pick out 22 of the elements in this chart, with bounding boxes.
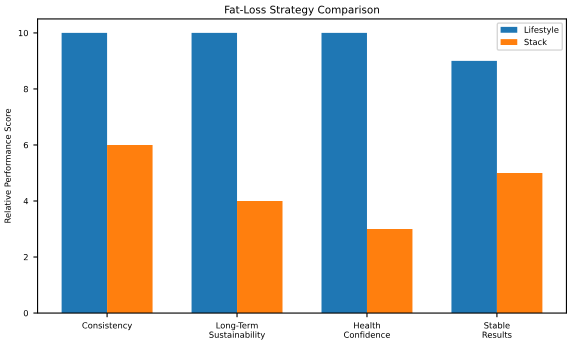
y-tick-label: 0 (24, 310, 28, 316)
x-tick-label: Consistency (82, 322, 132, 330)
bar (451, 60, 497, 314)
bar (192, 32, 238, 314)
x-tick-label: Long-Term Sustainability (209, 322, 265, 340)
bar (321, 32, 367, 314)
bar (107, 144, 153, 314)
bar (62, 32, 108, 314)
bar (237, 200, 283, 314)
y-tick-label: 4 (24, 198, 28, 204)
legend-label: Stack (524, 38, 547, 46)
bar (366, 229, 412, 314)
y-tick-label: 6 (24, 142, 28, 148)
y-tick-label: 8 (24, 86, 28, 92)
legend-label: Lifestyle (524, 26, 558, 34)
chart-title: Fat-Loss Strategy Comparison (225, 5, 379, 16)
y-tick-label: 10 (18, 30, 28, 36)
x-tick-label: Stable Results (482, 322, 512, 338)
x-tick-label: Health Confidence (344, 322, 390, 338)
bar (496, 172, 542, 314)
y-axis-title: Relative Performance Score (4, 108, 11, 223)
y-tick-label: 2 (24, 254, 28, 260)
